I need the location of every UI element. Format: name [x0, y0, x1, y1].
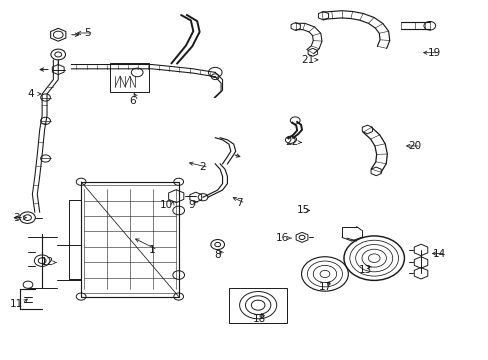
Bar	[81, 182, 178, 297]
Text: 5: 5	[84, 28, 91, 38]
Text: 10: 10	[160, 200, 173, 210]
Text: 2: 2	[199, 162, 206, 172]
Text: 9: 9	[188, 200, 195, 210]
Text: 22: 22	[285, 138, 298, 147]
Text: 3: 3	[13, 213, 20, 222]
Text: 6: 6	[129, 96, 135, 106]
Text: 16: 16	[275, 233, 288, 243]
Text: 4: 4	[27, 89, 34, 99]
Bar	[110, 63, 149, 92]
Text: 11: 11	[10, 299, 23, 309]
Text: 1: 1	[148, 245, 155, 255]
Text: 13: 13	[358, 265, 371, 275]
Text: 17: 17	[318, 282, 331, 292]
Text: 21: 21	[301, 55, 314, 65]
Bar	[228, 288, 287, 323]
Text: 12: 12	[41, 257, 54, 267]
Text: 20: 20	[408, 141, 421, 151]
Text: 14: 14	[432, 248, 445, 258]
Text: 18: 18	[252, 314, 265, 324]
Text: 7: 7	[236, 198, 243, 208]
Text: 8: 8	[214, 250, 221, 260]
Text: 15: 15	[296, 206, 309, 216]
Text: 19: 19	[427, 48, 440, 58]
